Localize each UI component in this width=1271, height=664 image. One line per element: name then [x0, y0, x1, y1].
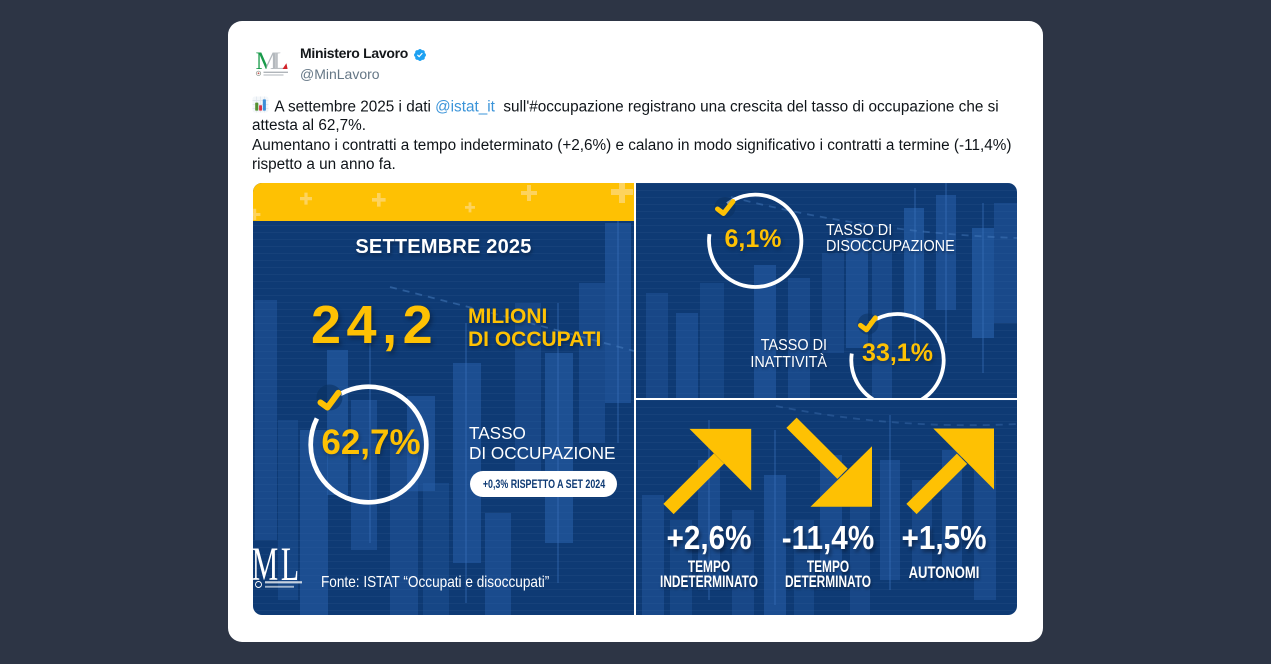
- svg-text:M: M: [256, 47, 279, 75]
- svg-text:L: L: [273, 47, 289, 75]
- svg-text:L: L: [281, 543, 299, 591]
- svg-text:M: M: [256, 47, 279, 75]
- svg-text:M: M: [253, 543, 278, 591]
